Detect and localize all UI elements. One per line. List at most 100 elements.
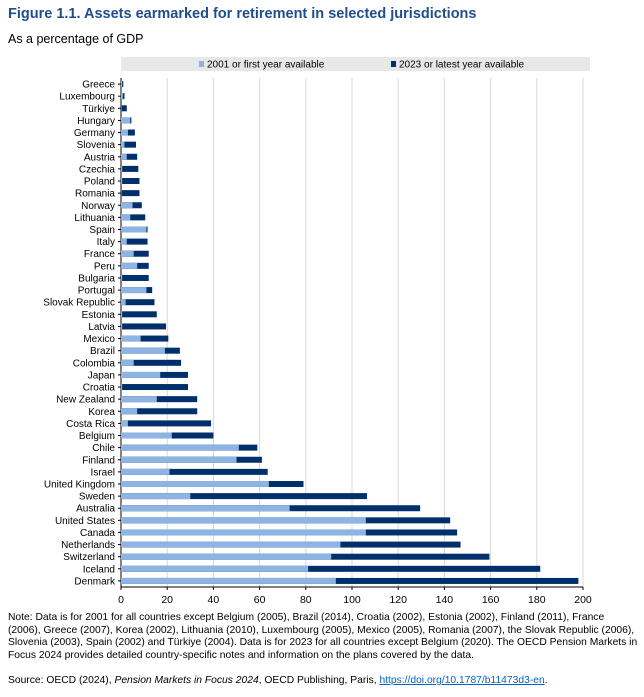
bar-2023-bulgaria — [121, 274, 149, 281]
legend-2023-swatch — [391, 61, 396, 67]
bar-2023-israel — [121, 468, 268, 475]
bar-2023-austria — [121, 153, 138, 160]
bar-2023-iceland — [121, 565, 541, 572]
x-tick-label-0: 0 — [118, 594, 124, 606]
category-label-sweden: Sweden — [79, 492, 115, 503]
category-label-bulgaria: Bulgaria — [78, 273, 115, 284]
category-label-norway: Norway — [81, 201, 115, 212]
bar-2001-japan — [121, 371, 161, 378]
bar-2023-latvia — [121, 323, 167, 330]
source-prefix: Source: OECD (2024), — [8, 675, 115, 686]
legend-2001-swatch — [199, 61, 204, 67]
bar-2023-sweden — [121, 493, 368, 500]
source-title: Pension Markets in Focus 2024 — [114, 675, 259, 686]
category-label-netherlands: Netherlands — [61, 540, 115, 551]
bar-2001-colombia — [121, 359, 134, 366]
category-label-slovenia: Slovenia — [77, 140, 116, 151]
bar-2001-france — [121, 250, 134, 257]
category-label-austria: Austria — [84, 152, 116, 163]
bar-2001-netherlands — [121, 541, 341, 548]
bar-2001-iceland — [121, 565, 309, 572]
x-tick-label-200: 200 — [574, 594, 592, 606]
bar-2001-denmark — [121, 577, 336, 584]
category-label-korea: Korea — [88, 407, 115, 418]
category-label-hungary: Hungary — [77, 116, 115, 127]
category-label-israel: Israel — [91, 467, 115, 478]
x-tick-label-40: 40 — [208, 594, 220, 606]
category-label-brazil: Brazil — [90, 346, 115, 357]
legend-band — [121, 57, 590, 71]
bar-2023-korea — [121, 408, 198, 415]
category-label-colombia: Colombia — [73, 358, 116, 369]
x-tick-label-120: 120 — [389, 594, 407, 606]
bar-2001-poland — [121, 178, 123, 185]
source-end: . — [544, 675, 548, 686]
figure-note: Note: Data is for 2001 for all countries… — [8, 612, 638, 661]
category-label-mexico: Mexico — [83, 334, 115, 345]
bar-2001-italy — [121, 238, 127, 245]
category-label-germany: Germany — [74, 128, 115, 139]
x-tick-label-60: 60 — [254, 594, 266, 606]
bar-2001-belgium — [121, 432, 172, 439]
bar-2001-new-zealand — [121, 396, 157, 403]
bar-2001-united-kingdom — [121, 480, 269, 487]
bar-2001-greece — [121, 81, 123, 88]
category-label-italy: Italy — [97, 237, 115, 248]
category-label-poland: Poland — [84, 177, 115, 188]
x-tick-label-160: 160 — [482, 594, 500, 606]
figure-source: Source: OECD (2024), Pension Markets in … — [8, 675, 638, 688]
category-label-united-kingdom: United Kingdom — [44, 479, 115, 490]
bar-2023-romania — [121, 190, 140, 197]
bar-2001-slovenia — [121, 141, 125, 148]
source-link[interactable]: https://doi.org/10.1787/b11473d3-en — [379, 675, 545, 686]
bar-2001-canada — [121, 529, 366, 536]
bar-2023-colombia — [121, 359, 182, 366]
category-label-denmark: Denmark — [74, 576, 116, 587]
legend-2001-label: 2001 or first year available — [207, 60, 325, 71]
bar-2023-denmark — [121, 577, 579, 584]
bar-2023-costa-rica — [121, 420, 212, 427]
bar-2001-hungary — [121, 117, 131, 124]
bar-2023-italy — [121, 238, 148, 245]
category-label-portugal: Portugal — [78, 286, 115, 297]
bar-2023-poland — [121, 178, 140, 185]
x-tick-label-100: 100 — [343, 594, 361, 606]
category-label-latvia: Latvia — [88, 322, 115, 333]
bar-2001-norway — [121, 202, 133, 209]
bar-2001-sweden — [121, 493, 191, 500]
bar-2001-brazil — [121, 347, 165, 354]
bar-2001-czechia — [121, 165, 123, 172]
bar-2001-spain — [121, 226, 147, 233]
bar-2001-slovak-republic — [121, 299, 126, 306]
category-label-slovak-republic: Slovak Republic — [43, 298, 115, 309]
bar-2001-latvia — [121, 323, 123, 330]
x-tick-label-140: 140 — [436, 594, 454, 606]
category-label-luxembourg: Luxembourg — [59, 92, 115, 103]
category-label-united-states: United States — [55, 516, 115, 527]
bar-2001-israel — [121, 468, 170, 475]
bar-2023-slovenia — [121, 141, 137, 148]
bar-2023-estonia — [121, 311, 157, 318]
category-label-iceland: Iceland — [83, 564, 115, 575]
bar-2023-croatia — [121, 384, 188, 391]
category-label-spain: Spain — [89, 225, 115, 236]
category-label-estonia: Estonia — [82, 310, 116, 321]
category-label-new-zealand: New Zealand — [56, 395, 115, 406]
category-label-t-rkiye: Türkiye — [82, 104, 115, 115]
category-label-costa-rica: Costa Rica — [66, 419, 115, 430]
bar-chart: 2001 or first year available 2023 or late… — [43, 57, 592, 606]
source-suffix: , OECD Publishing, Paris, — [258, 675, 380, 686]
category-label-chile: Chile — [92, 443, 115, 454]
bar-2023-t-rkiye — [121, 105, 127, 112]
bar-2001-lithuania — [121, 214, 131, 221]
bar-2023-slovak-republic — [121, 299, 155, 306]
bar-2001-korea — [121, 408, 138, 415]
bar-2023-czechia — [121, 165, 139, 172]
bar-2001-germany — [121, 129, 128, 136]
x-tick-label-20: 20 — [161, 594, 173, 606]
category-label-switzerland: Switzerland — [63, 552, 115, 563]
legend-2023-label: 2023 or latest year available — [399, 60, 525, 71]
category-label-peru: Peru — [94, 261, 115, 272]
bar-2001-switzerland — [121, 553, 332, 560]
category-label-finland: Finland — [82, 455, 115, 466]
